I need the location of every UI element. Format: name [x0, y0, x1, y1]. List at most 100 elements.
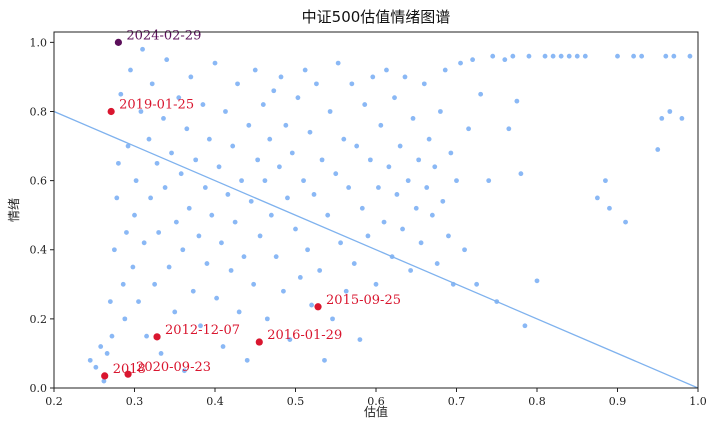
- scatter-point: [314, 81, 319, 87]
- scatter-point: [307, 129, 313, 135]
- scatter-point: [367, 157, 373, 163]
- scatter-point: [186, 205, 192, 211]
- scatter-point: [154, 160, 160, 166]
- scatter-point: [140, 46, 145, 52]
- scatter-point: [200, 102, 206, 107]
- scatter-point: [333, 171, 339, 177]
- scatter-point: [603, 178, 608, 184]
- scatter-point: [251, 281, 257, 287]
- highlight-point: [114, 38, 122, 46]
- scatter-point: [623, 219, 628, 225]
- scatter-point: [104, 351, 110, 356]
- scatter-point: [679, 116, 685, 121]
- scatter-point: [526, 53, 532, 59]
- scatter-point: [120, 281, 126, 287]
- scatter-point: [246, 122, 252, 128]
- highlight-label: 2020-09-23: [136, 360, 211, 375]
- highlight-point: [314, 303, 322, 311]
- scatter-point: [418, 240, 424, 246]
- scatter-point: [514, 98, 520, 104]
- scatter-point: [440, 198, 446, 204]
- scatter-point: [542, 53, 548, 59]
- scatter-point: [287, 337, 293, 343]
- scatter-point: [87, 357, 93, 363]
- scatter-point: [362, 102, 368, 107]
- scatter-point: [349, 81, 355, 87]
- scatter-point: [424, 185, 430, 190]
- x-axis-label: 估值: [364, 404, 388, 419]
- scatter-point: [146, 136, 152, 142]
- scatter-point: [277, 164, 282, 170]
- scatter-point: [311, 192, 317, 197]
- highlight-layer: 2024-02-29 2019-01-25 2015-09-25 2012-12-07…: [101, 28, 401, 380]
- scatter-point: [122, 316, 128, 322]
- scatter-point: [416, 157, 422, 163]
- points-layer: [87, 46, 693, 384]
- scatter-point: [432, 164, 438, 170]
- scatter-point: [161, 116, 166, 121]
- scatter-point: [239, 178, 244, 184]
- highlight-label: 2016-01-29: [267, 328, 342, 343]
- scatter-point: [148, 195, 154, 201]
- y-tick-label: 0.6: [30, 175, 48, 188]
- scatter-point: [285, 195, 290, 201]
- scatter-point: [93, 364, 99, 370]
- scatter-point: [114, 195, 120, 201]
- scatter-point: [429, 212, 435, 218]
- scatter-point: [574, 53, 580, 59]
- scatter-point: [149, 81, 155, 87]
- scatter-point: [474, 281, 480, 287]
- scatter-point: [262, 178, 268, 184]
- scatter-point: [228, 268, 234, 273]
- scatter-point: [378, 122, 384, 128]
- scatter-point: [426, 136, 432, 142]
- scatter-point: [198, 323, 203, 329]
- scatter-point: [268, 212, 274, 218]
- y-axis-label: 情绪: [7, 198, 21, 222]
- scatter-point: [327, 109, 333, 114]
- x-tick-label: 1.0: [689, 395, 707, 408]
- x-tick-label: 0.9: [609, 395, 627, 408]
- scatter-point: [335, 60, 341, 66]
- scatter-point: [490, 53, 496, 59]
- scatter-point: [283, 122, 289, 128]
- scatter-point: [566, 53, 572, 59]
- scatter-point: [190, 288, 196, 294]
- scatter-point: [124, 230, 129, 235]
- x-tick-label: 0.5: [287, 395, 305, 408]
- scatter-point: [244, 357, 250, 363]
- highlight-point: [124, 370, 132, 378]
- scatter-point: [141, 240, 147, 246]
- scatter-point: [235, 81, 240, 87]
- scatter-point: [273, 254, 279, 260]
- scatter-point: [225, 192, 231, 197]
- scatter-point: [305, 247, 310, 253]
- scatter-point: [178, 171, 184, 177]
- scatter-point: [297, 274, 303, 280]
- scatter-point: [607, 205, 612, 211]
- scatter-point: [325, 212, 331, 218]
- scatter-point: [615, 53, 620, 59]
- scatter-point: [354, 143, 360, 149]
- scatter-point: [101, 378, 107, 384]
- chart-title: 中证500估值情绪图谱: [302, 8, 451, 26]
- scatter-point: [655, 147, 661, 152]
- scatter-point: [408, 268, 414, 273]
- scatter-point: [317, 268, 323, 273]
- scatter-point: [663, 53, 669, 59]
- scatter-point: [98, 344, 104, 349]
- scatter-point: [278, 74, 284, 80]
- scatter-point: [248, 198, 254, 204]
- scatter-point: [534, 278, 540, 284]
- x-tick-label: 0.6: [367, 395, 385, 408]
- scatter-point: [381, 219, 387, 225]
- scatter-point: [164, 57, 170, 63]
- scatter-point: [330, 316, 335, 322]
- scatter-point: [109, 333, 115, 339]
- scatter-point: [216, 164, 222, 170]
- scatter-point: [639, 53, 645, 59]
- scatter-point: [130, 264, 136, 270]
- scatter-point: [209, 212, 215, 218]
- scatter-point: [671, 53, 677, 59]
